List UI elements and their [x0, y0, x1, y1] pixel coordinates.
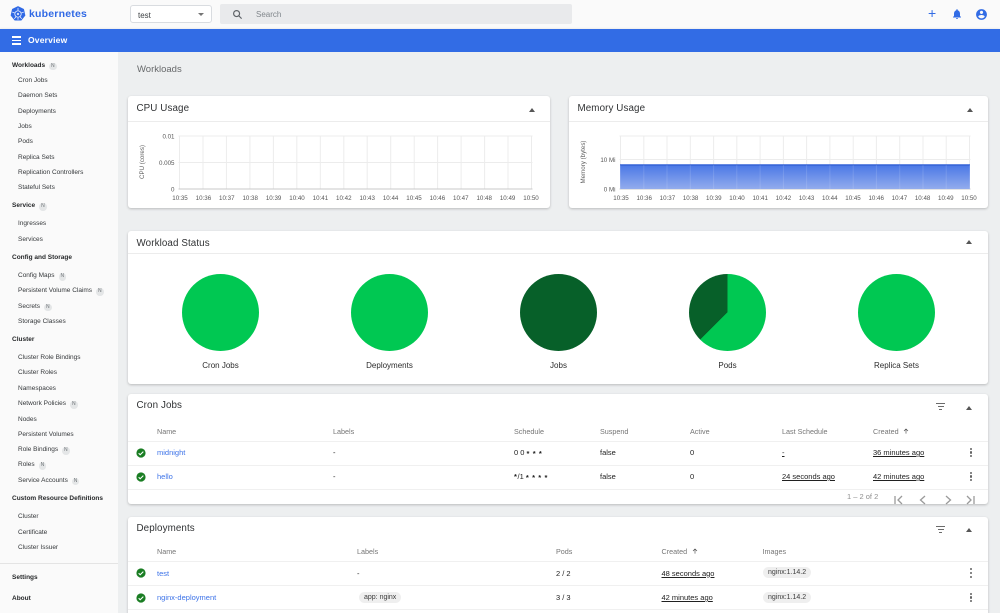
svg-text:10:49: 10:49	[500, 195, 516, 202]
svg-text:10:40: 10:40	[289, 195, 305, 202]
svg-text:0.005: 0.005	[159, 160, 175, 167]
svg-text:CPU (cores): CPU (cores)	[139, 145, 146, 179]
svg-text:10:35: 10:35	[613, 195, 629, 202]
svg-text:10:42: 10:42	[776, 195, 792, 202]
svg-text:10:38: 10:38	[683, 195, 699, 202]
svg-text:10:44: 10:44	[383, 195, 399, 202]
svg-text:10:37: 10:37	[660, 195, 676, 202]
svg-text:10:46: 10:46	[430, 195, 446, 202]
svg-text:10:43: 10:43	[359, 195, 375, 202]
svg-text:10:50: 10:50	[961, 195, 977, 202]
svg-text:10:47: 10:47	[892, 195, 908, 202]
svg-text:10:38: 10:38	[242, 195, 258, 202]
svg-text:0: 0	[171, 187, 175, 194]
svg-text:10:36: 10:36	[636, 195, 652, 202]
svg-text:10:45: 10:45	[845, 195, 861, 202]
svg-text:10:36: 10:36	[196, 195, 212, 202]
svg-text:10:39: 10:39	[706, 195, 722, 202]
svg-text:10:35: 10:35	[172, 195, 188, 202]
svg-text:10:48: 10:48	[476, 195, 492, 202]
svg-text:10:40: 10:40	[729, 195, 745, 202]
svg-text:10:43: 10:43	[799, 195, 815, 202]
svg-text:0.01: 0.01	[162, 134, 175, 141]
svg-text:10:39: 10:39	[266, 195, 282, 202]
svg-text:10:37: 10:37	[219, 195, 235, 202]
svg-text:0 Mi: 0 Mi	[604, 187, 616, 194]
svg-text:10:45: 10:45	[406, 195, 422, 202]
svg-text:10:48: 10:48	[915, 195, 931, 202]
svg-text:10:49: 10:49	[938, 195, 954, 202]
svg-text:Memory (bytes): Memory (bytes)	[580, 141, 587, 184]
svg-text:10:41: 10:41	[752, 195, 768, 202]
svg-text:10:42: 10:42	[336, 195, 352, 202]
svg-text:10:44: 10:44	[822, 195, 838, 202]
svg-text:10 Mi: 10 Mi	[600, 157, 615, 164]
svg-text:10:41: 10:41	[313, 195, 329, 202]
svg-text:10:50: 10:50	[523, 195, 539, 202]
svg-text:10:47: 10:47	[453, 195, 469, 202]
svg-text:10:46: 10:46	[868, 195, 884, 202]
